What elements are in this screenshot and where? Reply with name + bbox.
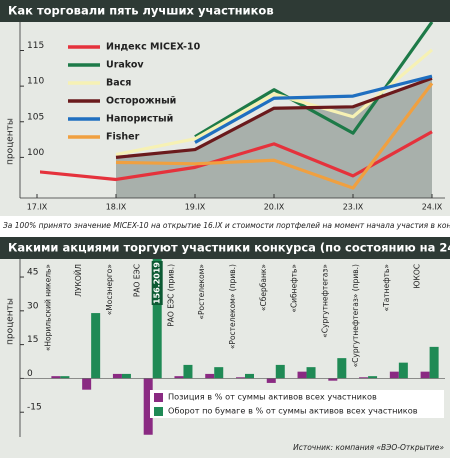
line	[194, 22, 434, 139]
y-tick-label: 30	[27, 301, 39, 311]
bar	[337, 358, 347, 379]
source: Источник: компания «ВЭО-Открытие»	[293, 443, 444, 452]
bar	[328, 378, 338, 381]
bar	[51, 376, 61, 379]
plot	[40, 22, 434, 198]
bar	[359, 377, 369, 379]
legend-label: Индекс MICEX-10	[106, 42, 201, 53]
y-tick-label: 15	[27, 335, 38, 345]
y-axis-label: проценты	[6, 118, 16, 165]
x-tick-label: РАО ЕЭС	[133, 264, 142, 297]
bar	[266, 378, 276, 383]
legend-swatch	[154, 407, 163, 416]
x-tick-label: «Сургутнефтегаз»	[320, 264, 329, 338]
x-tick-label: ЛУКОЙЛ	[74, 264, 83, 297]
legend-bg	[150, 404, 444, 418]
y-tick-label: 0	[27, 369, 33, 379]
line	[115, 76, 433, 159]
bar	[368, 376, 378, 379]
y-tick-label: 115	[27, 41, 44, 51]
bar	[306, 367, 316, 379]
x-tick-label: «Ростелеком»	[197, 264, 206, 320]
bar	[398, 362, 408, 379]
title-bar	[0, 0, 450, 22]
bar	[429, 346, 439, 379]
legend-label: Осторожный	[106, 96, 176, 107]
y-tick-label: 45	[27, 268, 38, 278]
plot-background	[0, 259, 450, 458]
line	[194, 74, 433, 144]
x-tick-label: 23.IX	[343, 203, 364, 212]
legend-label: Fisher	[106, 132, 140, 143]
bar	[174, 376, 184, 379]
x-tick-label: 18.IX	[106, 203, 127, 212]
line	[115, 48, 434, 157]
y-tick-label: -15	[27, 403, 42, 413]
value-label: 156.2019	[153, 262, 162, 304]
bar	[420, 371, 430, 379]
legend-bg	[150, 390, 444, 404]
x-tick-label: «Сибнефть»	[290, 264, 299, 313]
bar	[91, 313, 101, 379]
x-tick-label: «Сургутнефтегаз» (прив.)	[351, 264, 360, 367]
x-tick-label: «Сбербанк»	[259, 264, 268, 311]
bar	[389, 371, 399, 379]
legend-label: Позиция в % от суммы активов всех участн…	[168, 392, 377, 402]
value-label-bg	[151, 261, 163, 305]
x-tick-label: 24.IX	[422, 203, 443, 212]
x-tick-label: «Татнефть»	[382, 264, 391, 312]
x-tick-label: 19.IX	[185, 203, 206, 212]
legend-label: Напористый	[106, 114, 173, 125]
y-tick-label: 100	[27, 148, 44, 158]
legend-label: Оборот по бумаге в % от суммы активов вс…	[168, 406, 418, 416]
bar	[60, 376, 70, 379]
plot	[51, 259, 439, 435]
chart-title: Как торговали пять лучших участников	[8, 4, 274, 18]
bar	[214, 367, 224, 379]
bar	[205, 373, 215, 379]
bar	[245, 373, 254, 379]
bar	[236, 377, 245, 379]
x-tick-label: ЮКОС	[413, 264, 422, 289]
bar	[152, 259, 162, 379]
x-tick-label: 17.IX	[27, 203, 48, 212]
y-tick-label: 105	[27, 112, 44, 122]
legend-label: Вася	[106, 78, 131, 89]
y-axis-label: проценты	[6, 298, 16, 345]
x-tick-label: РАО ЕЭС (прив.)	[166, 264, 175, 327]
footnote: За 100% принято значение MICEX-10 на отк…	[3, 221, 450, 230]
line	[115, 82, 434, 190]
bar	[183, 364, 193, 379]
bar	[275, 364, 285, 379]
bar	[121, 373, 131, 379]
x-tick-label: «Норильский никель»	[43, 264, 52, 352]
y-tick-label: 110	[27, 77, 44, 87]
bar	[297, 371, 307, 379]
x-tick-label: 20.IX	[264, 203, 285, 212]
x-tick-label: «Мосэнерго»	[105, 264, 114, 316]
chart-title: Какими акциями торгуют участники конкурс…	[8, 241, 450, 255]
title-bar	[0, 237, 450, 259]
legend-swatch	[154, 393, 163, 402]
bar	[143, 378, 153, 435]
x-tick-label: «Ростелеком» (прив.)	[228, 264, 237, 349]
legend-label: Urakov	[106, 60, 144, 71]
bar	[112, 373, 122, 379]
bar	[82, 378, 92, 390]
